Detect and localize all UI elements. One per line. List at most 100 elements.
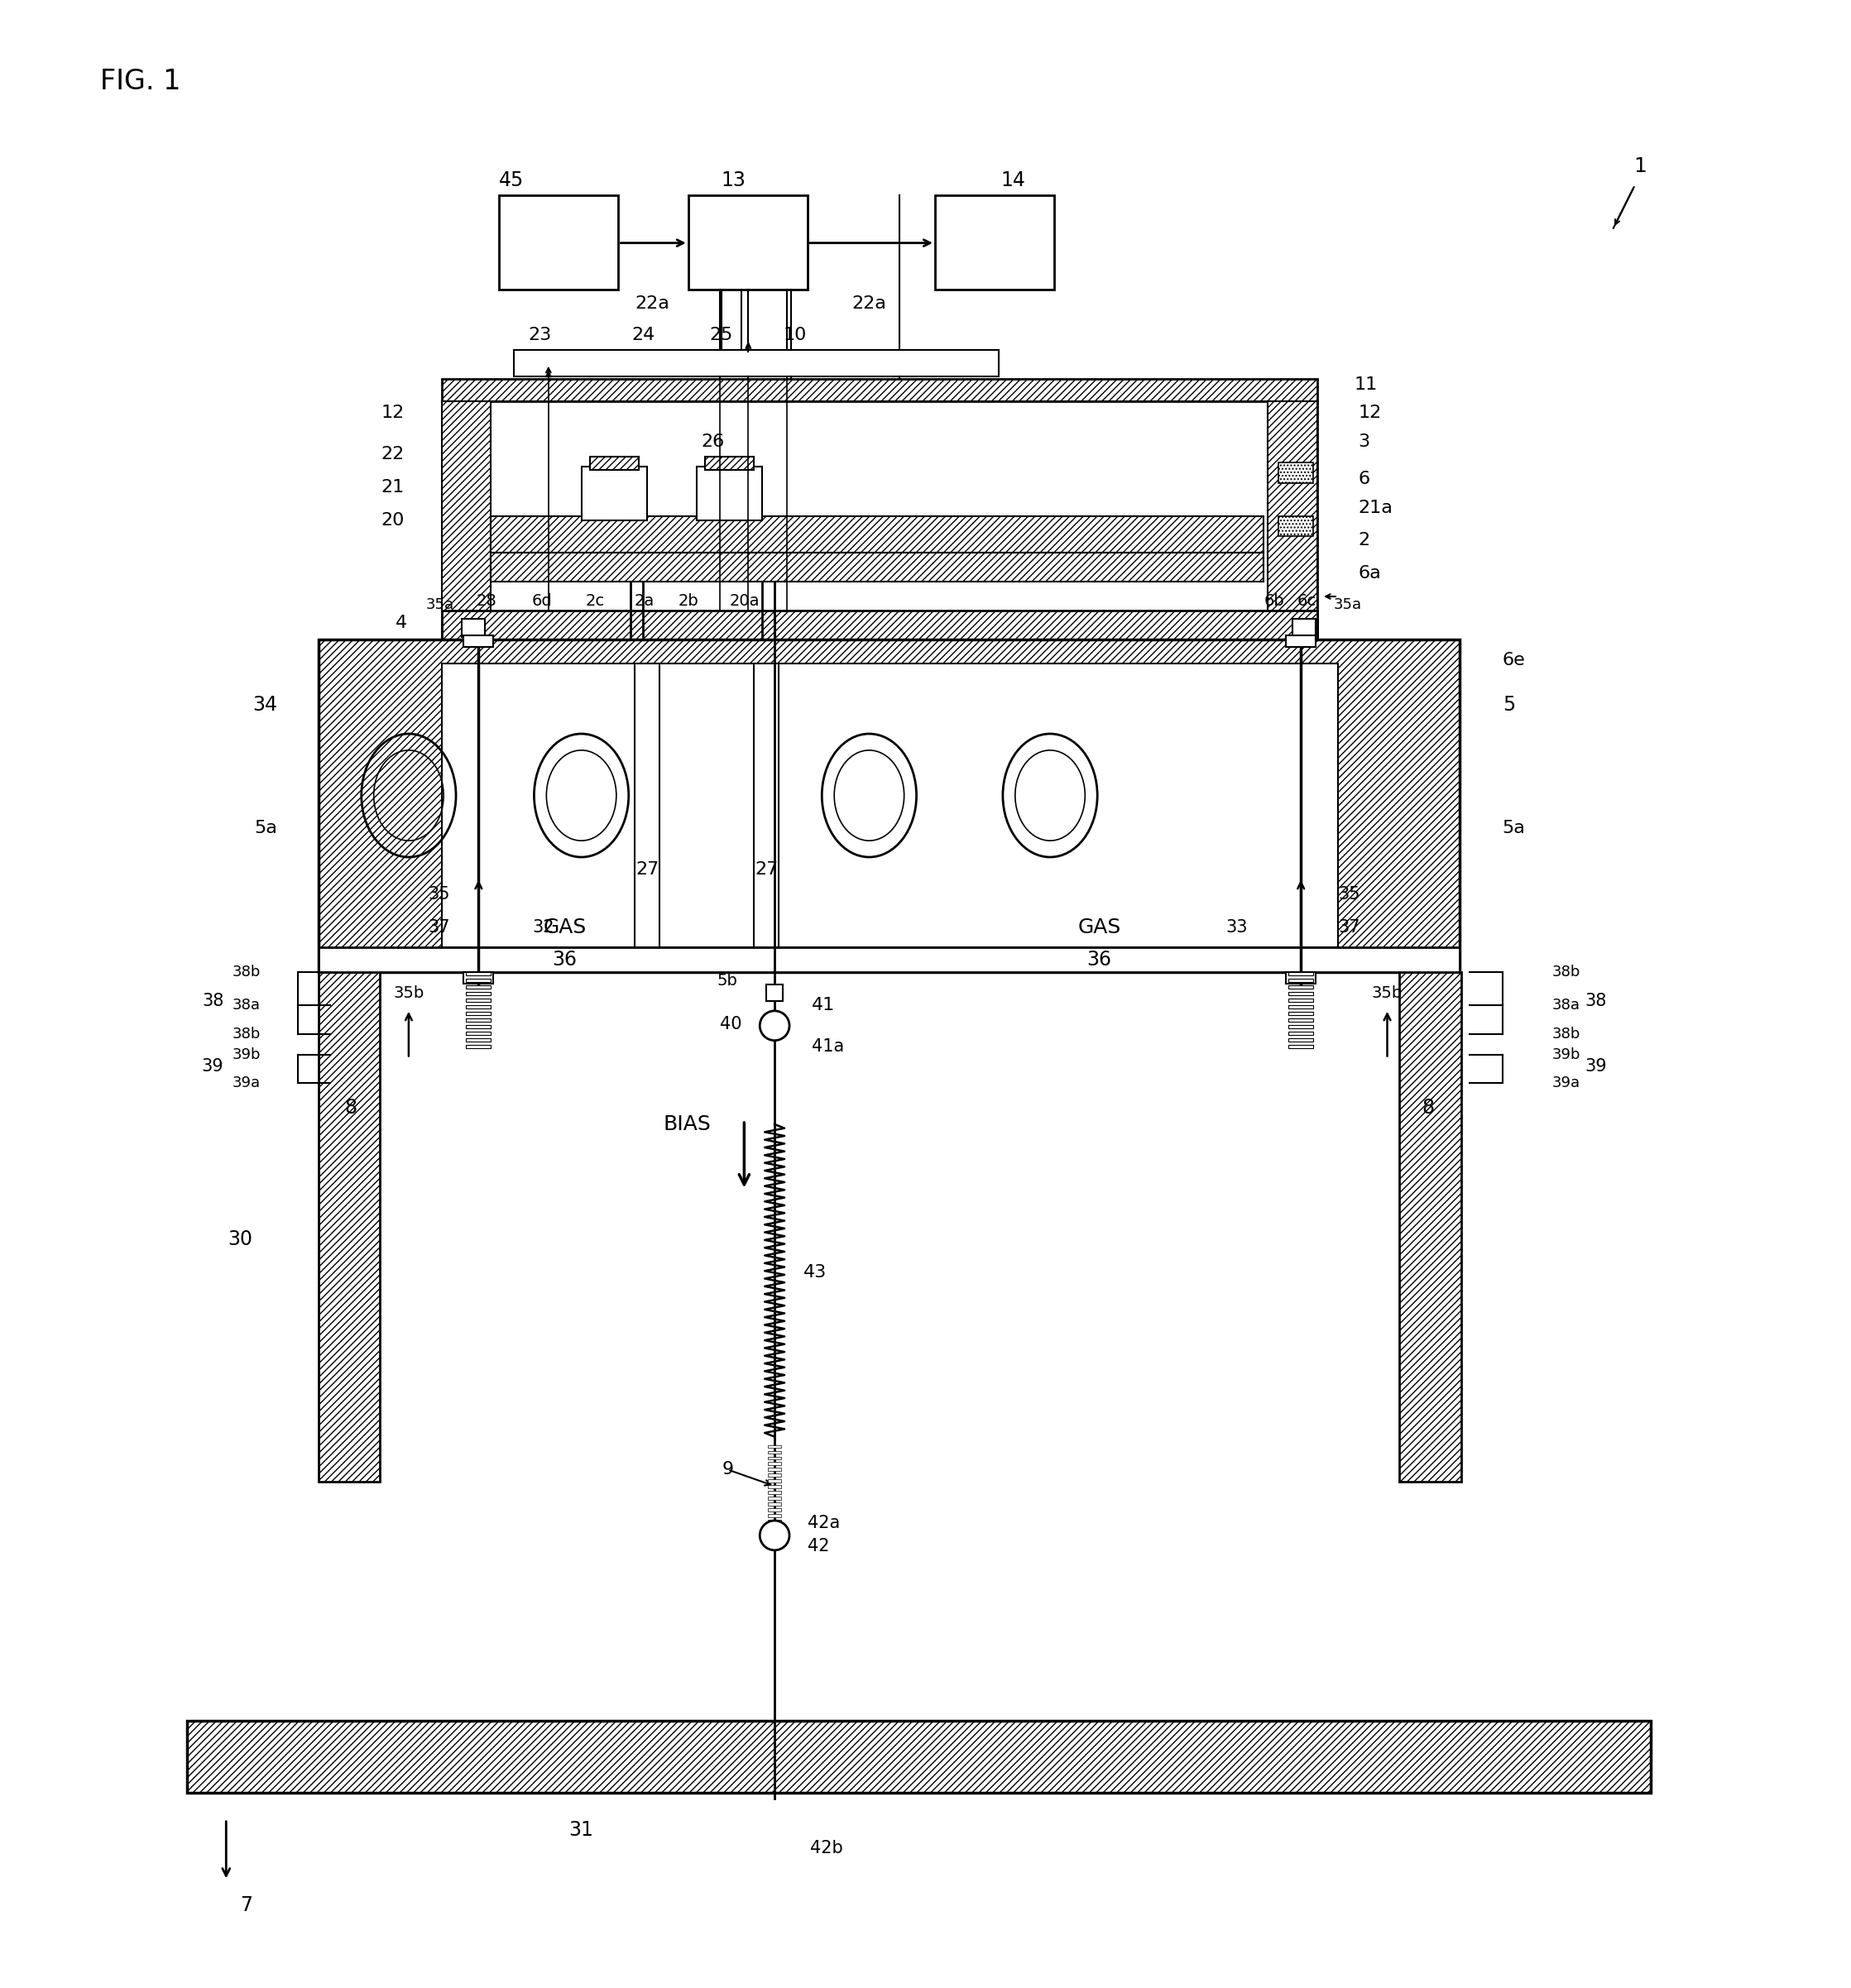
Bar — [768, 1531, 781, 1535]
Text: 26: 26 — [702, 433, 724, 449]
Text: 38: 38 — [202, 992, 224, 1010]
Bar — [1288, 978, 1312, 982]
Text: 25: 25 — [709, 326, 733, 344]
Bar — [1268, 402, 1318, 640]
Text: 5: 5 — [1503, 696, 1514, 716]
Text: 2c: 2c — [585, 594, 605, 608]
Bar — [635, 664, 659, 948]
Text: 5b: 5b — [716, 972, 737, 988]
Bar — [1399, 972, 1460, 1481]
Bar — [500, 195, 618, 290]
Text: 35b: 35b — [392, 984, 424, 1000]
Bar — [768, 1503, 781, 1505]
Text: 42b: 42b — [811, 1839, 842, 1857]
Bar — [768, 1451, 781, 1453]
Text: 6a: 6a — [1359, 565, 1381, 582]
Text: 38b: 38b — [231, 964, 261, 980]
Bar — [1288, 1018, 1312, 1022]
Bar — [768, 1485, 781, 1489]
Text: 22: 22 — [381, 445, 405, 463]
Text: 2b: 2b — [679, 594, 700, 608]
Bar — [581, 467, 648, 521]
Text: 13: 13 — [722, 171, 746, 191]
Text: 35a: 35a — [1335, 596, 1362, 612]
Text: 11: 11 — [1355, 376, 1377, 394]
Text: 20a: 20a — [729, 594, 759, 608]
Bar — [768, 1467, 781, 1471]
Text: 5a: 5a — [254, 821, 278, 837]
Text: 42: 42 — [807, 1539, 829, 1555]
Bar — [1288, 1006, 1312, 1008]
Bar — [768, 1473, 781, 1477]
Text: 41a: 41a — [811, 1038, 844, 1054]
Text: 6c: 6c — [1298, 594, 1316, 608]
Bar — [491, 517, 1264, 553]
Text: 22a: 22a — [635, 296, 670, 312]
Bar — [696, 467, 763, 521]
Text: 7: 7 — [241, 1895, 252, 1914]
Bar — [318, 972, 379, 1481]
Bar — [466, 1018, 491, 1022]
Text: 27: 27 — [755, 861, 777, 879]
Bar — [1288, 992, 1312, 996]
Text: 35b: 35b — [1372, 984, 1403, 1000]
Bar — [1288, 998, 1312, 1002]
Text: 39b: 39b — [231, 1048, 261, 1062]
Text: 12: 12 — [381, 406, 405, 421]
Bar — [768, 1515, 781, 1517]
Text: 39a: 39a — [1551, 1076, 1581, 1091]
Text: 38b: 38b — [1551, 1026, 1581, 1042]
Text: 1: 1 — [1634, 157, 1647, 177]
Bar — [768, 1457, 781, 1459]
Text: BIAS: BIAS — [665, 1115, 711, 1135]
Bar — [1288, 1038, 1312, 1042]
Text: 39: 39 — [202, 1058, 224, 1076]
Bar — [465, 972, 494, 984]
Bar — [1279, 463, 1312, 483]
Text: 34: 34 — [252, 696, 278, 716]
Text: FIG. 1: FIG. 1 — [100, 68, 181, 95]
Bar — [768, 1445, 781, 1447]
Bar — [318, 640, 1460, 972]
Text: 42a: 42a — [807, 1515, 840, 1531]
Bar — [466, 1038, 491, 1042]
Text: GAS: GAS — [1077, 916, 1122, 936]
Bar — [466, 1044, 491, 1048]
Bar — [466, 986, 491, 988]
Circle shape — [759, 1521, 789, 1551]
Bar — [753, 664, 779, 948]
Bar — [442, 610, 1318, 640]
Text: 31: 31 — [568, 1819, 594, 1839]
Text: 38: 38 — [1584, 992, 1607, 1010]
Text: 39: 39 — [1584, 1058, 1607, 1076]
Text: 5a: 5a — [1503, 821, 1525, 837]
Bar — [442, 664, 1338, 948]
Bar — [768, 1509, 781, 1511]
Bar — [689, 195, 807, 290]
Bar — [1279, 517, 1312, 537]
Bar — [705, 457, 753, 469]
Bar — [187, 1720, 1651, 1793]
Bar — [768, 1497, 781, 1499]
Text: 20: 20 — [381, 511, 405, 529]
Text: 9: 9 — [722, 1461, 733, 1477]
Text: 3: 3 — [1359, 433, 1370, 449]
Bar — [1288, 1012, 1312, 1016]
Text: 21a: 21a — [1359, 499, 1394, 517]
Text: 24: 24 — [631, 326, 655, 344]
Text: 38a: 38a — [1551, 998, 1579, 1012]
Text: 45: 45 — [500, 171, 524, 191]
Bar — [463, 618, 485, 636]
Text: 2: 2 — [1359, 533, 1370, 549]
Text: 23: 23 — [529, 326, 552, 344]
Text: 39b: 39b — [1551, 1048, 1581, 1062]
Text: 36: 36 — [1087, 950, 1112, 970]
Bar — [442, 402, 1318, 640]
Text: 30: 30 — [228, 1229, 252, 1248]
Bar — [466, 978, 491, 982]
Bar — [466, 1032, 491, 1034]
Bar — [466, 1026, 491, 1028]
Bar — [442, 402, 491, 640]
Bar — [768, 1463, 781, 1465]
Bar — [491, 553, 1264, 582]
